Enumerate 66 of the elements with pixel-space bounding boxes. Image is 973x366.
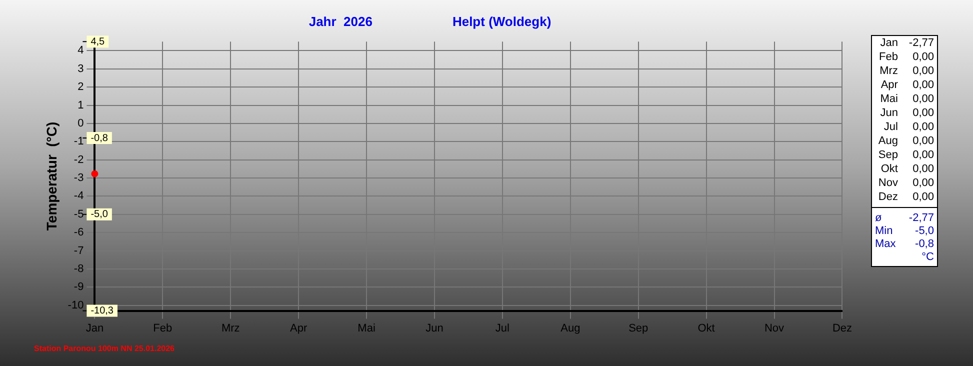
x-tick-label: Aug: [560, 322, 580, 334]
x-tick-label: Nov: [764, 322, 785, 334]
y-tick-label: -8: [74, 262, 84, 275]
category-label: Jun: [880, 107, 898, 119]
category-label: 0,00: [912, 79, 934, 91]
ref-line-label: -5,0: [90, 209, 108, 220]
text: -5,0: [914, 225, 934, 238]
chart-subtitle: Helpt (Woldegk): [452, 14, 552, 29]
y-axis-title: Temperatur (°C): [43, 122, 60, 231]
text: -2,77: [908, 212, 934, 224]
y-tick-label: 4: [78, 44, 84, 57]
category-label: 0,00: [912, 107, 934, 119]
category-label: 0,00: [912, 191, 934, 203]
y-tick-label: 1: [78, 99, 84, 112]
x-tick-label: Okt: [698, 322, 715, 334]
y-tick-label: -1: [74, 136, 84, 148]
y-tick-label: -9: [74, 281, 84, 294]
category-label: 0,00: [912, 65, 934, 77]
category-label: Nov: [878, 177, 898, 189]
x-tick-label: Mai: [358, 322, 376, 334]
category-label: Dez: [878, 191, 898, 203]
x-tick-label: Jul: [495, 322, 510, 334]
text: -2,77: [908, 36, 935, 50]
x-tick-label: Dez: [832, 322, 852, 334]
y-tick-label: -7: [74, 244, 84, 257]
category-label: 0,00: [912, 51, 934, 63]
category-label: Feb: [879, 51, 898, 63]
text: Max: [875, 238, 897, 251]
y-tick-label: -5: [74, 208, 84, 220]
chart-title: Jahr 2026: [308, 14, 372, 29]
y-tick-label: -4: [74, 190, 84, 202]
x-tick-label: Jan: [86, 322, 104, 334]
y-tick-label: 3: [78, 62, 84, 75]
category-label: 0,00: [912, 149, 934, 161]
y-tick-label: 2: [78, 81, 84, 94]
ref-line-label: 4,5: [90, 36, 106, 48]
text: ø: [875, 212, 883, 225]
y-tick-label: -3: [74, 172, 84, 184]
category-label: 0,00: [912, 163, 934, 175]
y-tick-label: -10: [68, 299, 84, 312]
x-tick-label: Jun: [426, 322, 444, 334]
text: °C: [920, 251, 934, 264]
y-tick-label: 0: [78, 117, 84, 130]
y-tick-label: -2: [74, 154, 84, 166]
category-label: Jul: [884, 121, 898, 133]
category-label: Mai: [880, 93, 898, 105]
category-label: Sep: [878, 149, 898, 161]
x-tick-label: Mrz: [221, 322, 240, 334]
category-label: Okt: [880, 163, 898, 175]
ref-line-label: -10,3: [90, 306, 114, 317]
category-label: Apr: [880, 79, 898, 91]
x-tick-label: Sep: [628, 322, 648, 334]
y-tick-label: -6: [74, 226, 84, 239]
text: Min: [875, 225, 894, 238]
category-label: 0,00: [912, 93, 934, 105]
category-label: Aug: [878, 135, 898, 147]
category-label: 0,00: [912, 121, 934, 133]
x-tick-label: Apr: [290, 322, 308, 334]
x-tick-label: Feb: [153, 322, 172, 334]
category-label: Jan: [880, 37, 898, 49]
category-label: 0,00: [912, 135, 934, 147]
text: Station Paronou 100m NN 25.01.2026: [34, 344, 174, 353]
category-label: 0,00: [912, 177, 934, 189]
text: -0,8: [914, 238, 934, 251]
category-label: Mrz: [880, 65, 898, 77]
ref-line-label: -0,8: [90, 132, 108, 144]
